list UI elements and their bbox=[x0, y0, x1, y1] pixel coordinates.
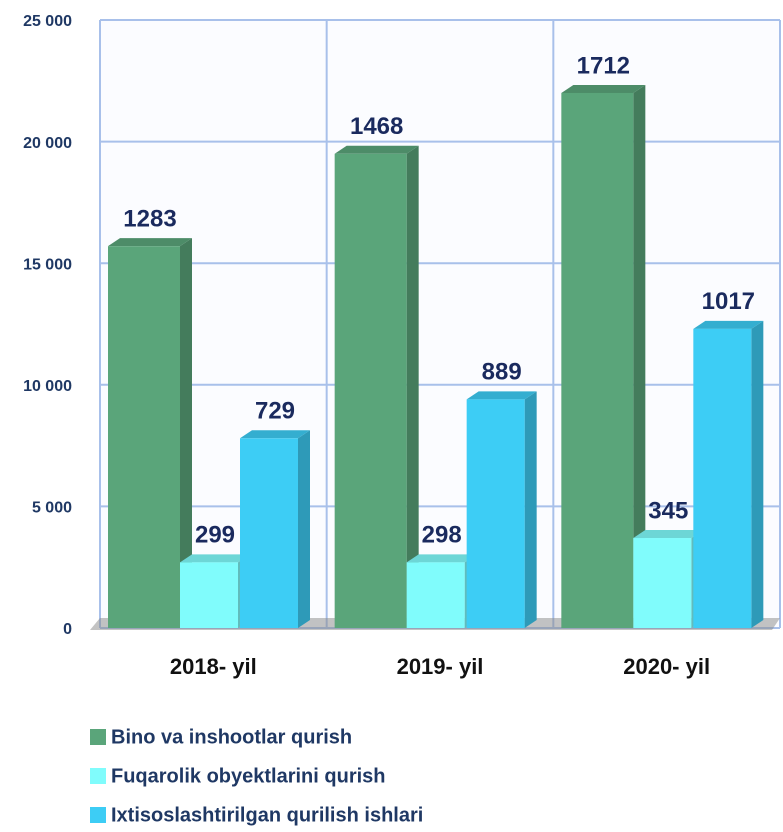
bar bbox=[406, 562, 465, 628]
bar-top bbox=[466, 391, 537, 400]
y-tick-label: 10 000 bbox=[23, 378, 72, 395]
bar bbox=[693, 328, 752, 628]
bar bbox=[334, 153, 407, 628]
legend-label: Bino va inshootlar qurish bbox=[111, 726, 352, 748]
legend-swatch bbox=[90, 768, 106, 784]
bar bbox=[108, 246, 180, 628]
data-label: 345 bbox=[648, 497, 688, 524]
y-tick-label: 25 000 bbox=[23, 13, 72, 30]
legend-label: Fuqarolik obyektlarini qurish bbox=[111, 765, 386, 787]
data-label: 1017 bbox=[702, 288, 755, 315]
bar bbox=[466, 399, 525, 628]
data-label: 299 bbox=[195, 522, 235, 549]
bar bbox=[180, 562, 238, 628]
bar-side bbox=[298, 430, 310, 628]
data-label: 1468 bbox=[350, 113, 403, 140]
legend-swatch bbox=[90, 807, 106, 823]
bar bbox=[240, 438, 298, 628]
data-label: 889 bbox=[482, 359, 522, 386]
bar-top bbox=[561, 84, 646, 93]
data-label: 729 bbox=[255, 398, 295, 425]
bar-top bbox=[633, 530, 704, 539]
plot-background bbox=[100, 20, 780, 628]
bar bbox=[633, 538, 692, 628]
bar-side bbox=[524, 391, 537, 628]
bar-side bbox=[751, 320, 764, 628]
bar-top bbox=[180, 554, 250, 563]
bar-top bbox=[108, 238, 192, 247]
y-tick-label: 15 000 bbox=[23, 256, 72, 273]
bar-top bbox=[693, 320, 764, 329]
data-label: 298 bbox=[422, 522, 462, 549]
y-tick-label: 20 000 bbox=[23, 135, 72, 152]
bar-top bbox=[240, 430, 310, 439]
data-label: 1712 bbox=[577, 52, 630, 79]
bar-side bbox=[633, 84, 646, 628]
x-tick-label: 2019- yil bbox=[397, 654, 484, 679]
bar bbox=[561, 92, 634, 628]
bar-top bbox=[406, 554, 477, 563]
x-tick-label: 2020- yil bbox=[623, 654, 710, 679]
bar-side bbox=[406, 145, 419, 628]
x-tick-label: 2018- yil bbox=[170, 654, 257, 679]
legend-swatch bbox=[90, 729, 106, 745]
data-label: 1283 bbox=[123, 206, 176, 233]
legend-label: Ixtisoslashtirilgan qurilish ishlari bbox=[111, 804, 423, 826]
bar-top bbox=[334, 145, 419, 154]
y-tick-label: 5 000 bbox=[32, 500, 72, 517]
y-tick-label: 0 bbox=[63, 621, 72, 638]
bar-side bbox=[180, 238, 192, 628]
